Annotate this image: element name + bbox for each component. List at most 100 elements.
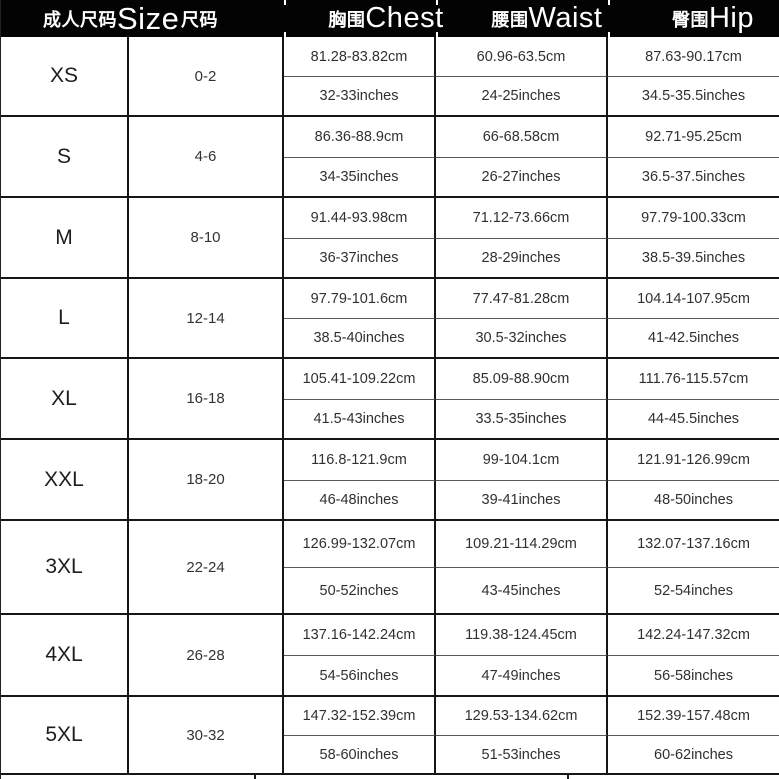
hip-inches-value: 34.5-35.5inches — [608, 76, 779, 115]
waist-cm-value: 71.12-73.66cm — [436, 198, 608, 238]
table-row: 3XL 22-24 126.99-132.07cm 109.21-114.29c… — [1, 521, 779, 615]
size-label: S — [1, 117, 129, 196]
size-label: 3XL — [1, 521, 129, 613]
header-hip-cjk: 臀围 — [671, 9, 709, 30]
size-number-range: 26-28 — [129, 615, 284, 695]
measurements: 81.28-83.82cm 60.96-63.5cm 87.63-90.17cm… — [284, 37, 779, 115]
chest-inches-value: 58-60inches — [284, 735, 436, 773]
size-number-range: 0-2 — [129, 37, 284, 115]
hip-inches-value: 36.5-37.5inches — [608, 156, 779, 197]
table-row: 4XL 26-28 137.16-142.24cm 119.38-124.45c… — [1, 615, 779, 697]
header-adult-size-cjk: 成人尺码 — [43, 9, 117, 30]
waist-inches-value: 28-29inches — [436, 237, 608, 277]
table-row: XL 16-18 105.41-109.22cm 85.09-88.90cm 1… — [1, 359, 779, 440]
size-table-body: XS 0-2 81.28-83.82cm 60.96-63.5cm 87.63-… — [1, 37, 779, 775]
header-divider-tick — [436, 32, 438, 37]
size-number-range: 18-20 — [129, 440, 284, 519]
header-size-code: 尺码 — [181, 0, 218, 37]
hip-cm-value: 97.79-100.33cm — [641, 209, 746, 226]
hip-cm-value: 121.91-126.99cm — [637, 451, 750, 468]
chest-cm-value: 91.44-93.98cm — [284, 198, 436, 238]
chest-inches-value: 38.5-40inches — [284, 318, 436, 357]
size-label: XS — [1, 37, 129, 115]
header-divider-tick — [284, 0, 286, 5]
size-number-range: 16-18 — [129, 359, 284, 438]
hip-cm-value: 142.24-147.32cm — [637, 627, 750, 643]
header-waist: 腰围 Waist — [492, 0, 603, 37]
header-chest-cjk: 胸围 — [328, 9, 366, 30]
size-label: M — [1, 198, 129, 277]
waist-inches-value: 24-25inches — [436, 76, 608, 115]
waist-cm-value: 77.47-81.28cm — [436, 279, 608, 318]
header-chest: 胸围 Chest — [328, 0, 443, 37]
table-row: XXL 18-20 116.8-121.9cm 99-104.1cm 121.9… — [1, 440, 779, 521]
waist-cm-value: 85.09-88.90cm — [436, 359, 608, 399]
table-row: 5XL 30-32 147.32-152.39cm 129.53-134.62c… — [1, 697, 779, 775]
header-divider-tick — [284, 32, 286, 37]
measurements: 126.99-132.07cm 109.21-114.29cm 132.07-1… — [284, 521, 779, 613]
hip-cm-value: 111.76-115.57cm — [638, 370, 749, 387]
header-divider-tick — [608, 0, 610, 5]
measurements: 97.79-101.6cm 77.47-81.28cm 104.14-107.9… — [284, 279, 779, 357]
hip-inches-value: 41-42.5inches — [608, 318, 779, 357]
measurements: 147.32-152.39cm 129.53-134.62cm 152.39-1… — [284, 697, 779, 773]
chest-cm-value: 81.28-83.82cm — [284, 37, 436, 76]
waist-cm-value: 119.38-124.45cm — [436, 615, 608, 655]
waist-inches-value: 33.5-35inches — [436, 398, 608, 438]
chest-inches-value: 50-52inches — [284, 567, 436, 613]
hip-inches-value: 60-62inches — [608, 735, 779, 773]
hip-inches-value: 48-50inches — [608, 479, 779, 520]
measurements: 137.16-142.24cm 119.38-124.45cm 142.24-1… — [284, 615, 779, 695]
chest-cm-value: 137.16-142.24cm — [284, 615, 436, 655]
hip-cm-value: 152.39-157.48cm — [637, 708, 750, 724]
header-hip-latin: Hip — [708, 2, 755, 34]
measurements: 116.8-121.9cm 99-104.1cm 121.91-126.99cm… — [284, 440, 779, 519]
hip-inches-value: 38.5-39.5inches — [608, 237, 779, 278]
measurements: 91.44-93.98cm 71.12-73.66cm 97.79-100.33… — [284, 198, 779, 277]
chest-cm-value: 97.79-101.6cm — [284, 279, 436, 318]
table-header: 成人尺码 Size 尺码 胸围 Chest 腰围 Waist 臀围 Hip — [1, 0, 779, 37]
hip-cm-value: 87.63-90.17cm — [645, 48, 742, 65]
hip-inches-value: 56-58inches — [608, 655, 779, 695]
header-chest-latin: Chest — [365, 2, 444, 34]
waist-cm-value: 66-68.58cm — [436, 117, 608, 157]
chest-inches-value: 54-56inches — [284, 655, 436, 695]
size-number-range: 8-10 — [129, 198, 284, 277]
size-number-range: 4-6 — [129, 117, 284, 196]
header-adult-size-latin: Size — [117, 0, 180, 36]
hip-cm-value: 132.07-137.16cm — [637, 536, 750, 552]
header-size-code-label: 尺码 — [181, 9, 218, 30]
header-hip: 臀围 Hip — [672, 0, 754, 37]
waist-inches-value: 47-49inches — [436, 655, 608, 695]
chest-inches-value: 36-37inches — [284, 237, 436, 277]
table-row: XS 0-2 81.28-83.82cm 60.96-63.5cm 87.63-… — [1, 37, 779, 117]
hip-inches-value: 44-45.5inches — [608, 398, 779, 439]
waist-inches-value: 39-41inches — [436, 479, 608, 519]
table-row: S 4-6 86.36-88.9cm 66-68.58cm 92.71-95.2… — [1, 117, 779, 198]
waist-cm-value: 129.53-134.62cm — [436, 697, 608, 735]
measurements: 86.36-88.9cm 66-68.58cm 92.71-95.25cm 34… — [284, 117, 779, 196]
table-row: M 8-10 91.44-93.98cm 71.12-73.66cm 97.79… — [1, 198, 779, 279]
chest-inches-value: 46-48inches — [284, 479, 436, 519]
chest-inches-value: 41.5-43inches — [284, 398, 436, 438]
waist-inches-value: 43-45inches — [436, 567, 608, 613]
hip-cm-value: 92.71-95.25cm — [645, 128, 742, 145]
size-label: 5XL — [1, 697, 129, 773]
header-divider-tick — [436, 0, 438, 5]
size-label: XXL — [1, 440, 129, 519]
size-label: XL — [1, 359, 129, 438]
waist-inches-value: 30.5-32inches — [436, 318, 608, 357]
waist-cm-value: 60.96-63.5cm — [436, 37, 608, 76]
chest-inches-value: 34-35inches — [284, 156, 436, 196]
chest-cm-value: 86.36-88.9cm — [284, 117, 436, 157]
chest-inches-value: 32-33inches — [284, 76, 436, 115]
next-section-cropped-row — [1, 775, 779, 779]
waist-inches-value: 26-27inches — [436, 156, 608, 196]
chest-cm-value: 116.8-121.9cm — [284, 440, 436, 480]
size-number-range: 22-24 — [129, 521, 284, 613]
measurements: 105.41-109.22cm 85.09-88.90cm 111.76-115… — [284, 359, 779, 438]
size-number-range: 30-32 — [129, 697, 284, 773]
header-adult-size: 成人尺码 Size — [43, 0, 179, 37]
waist-cm-value: 99-104.1cm — [436, 440, 608, 480]
